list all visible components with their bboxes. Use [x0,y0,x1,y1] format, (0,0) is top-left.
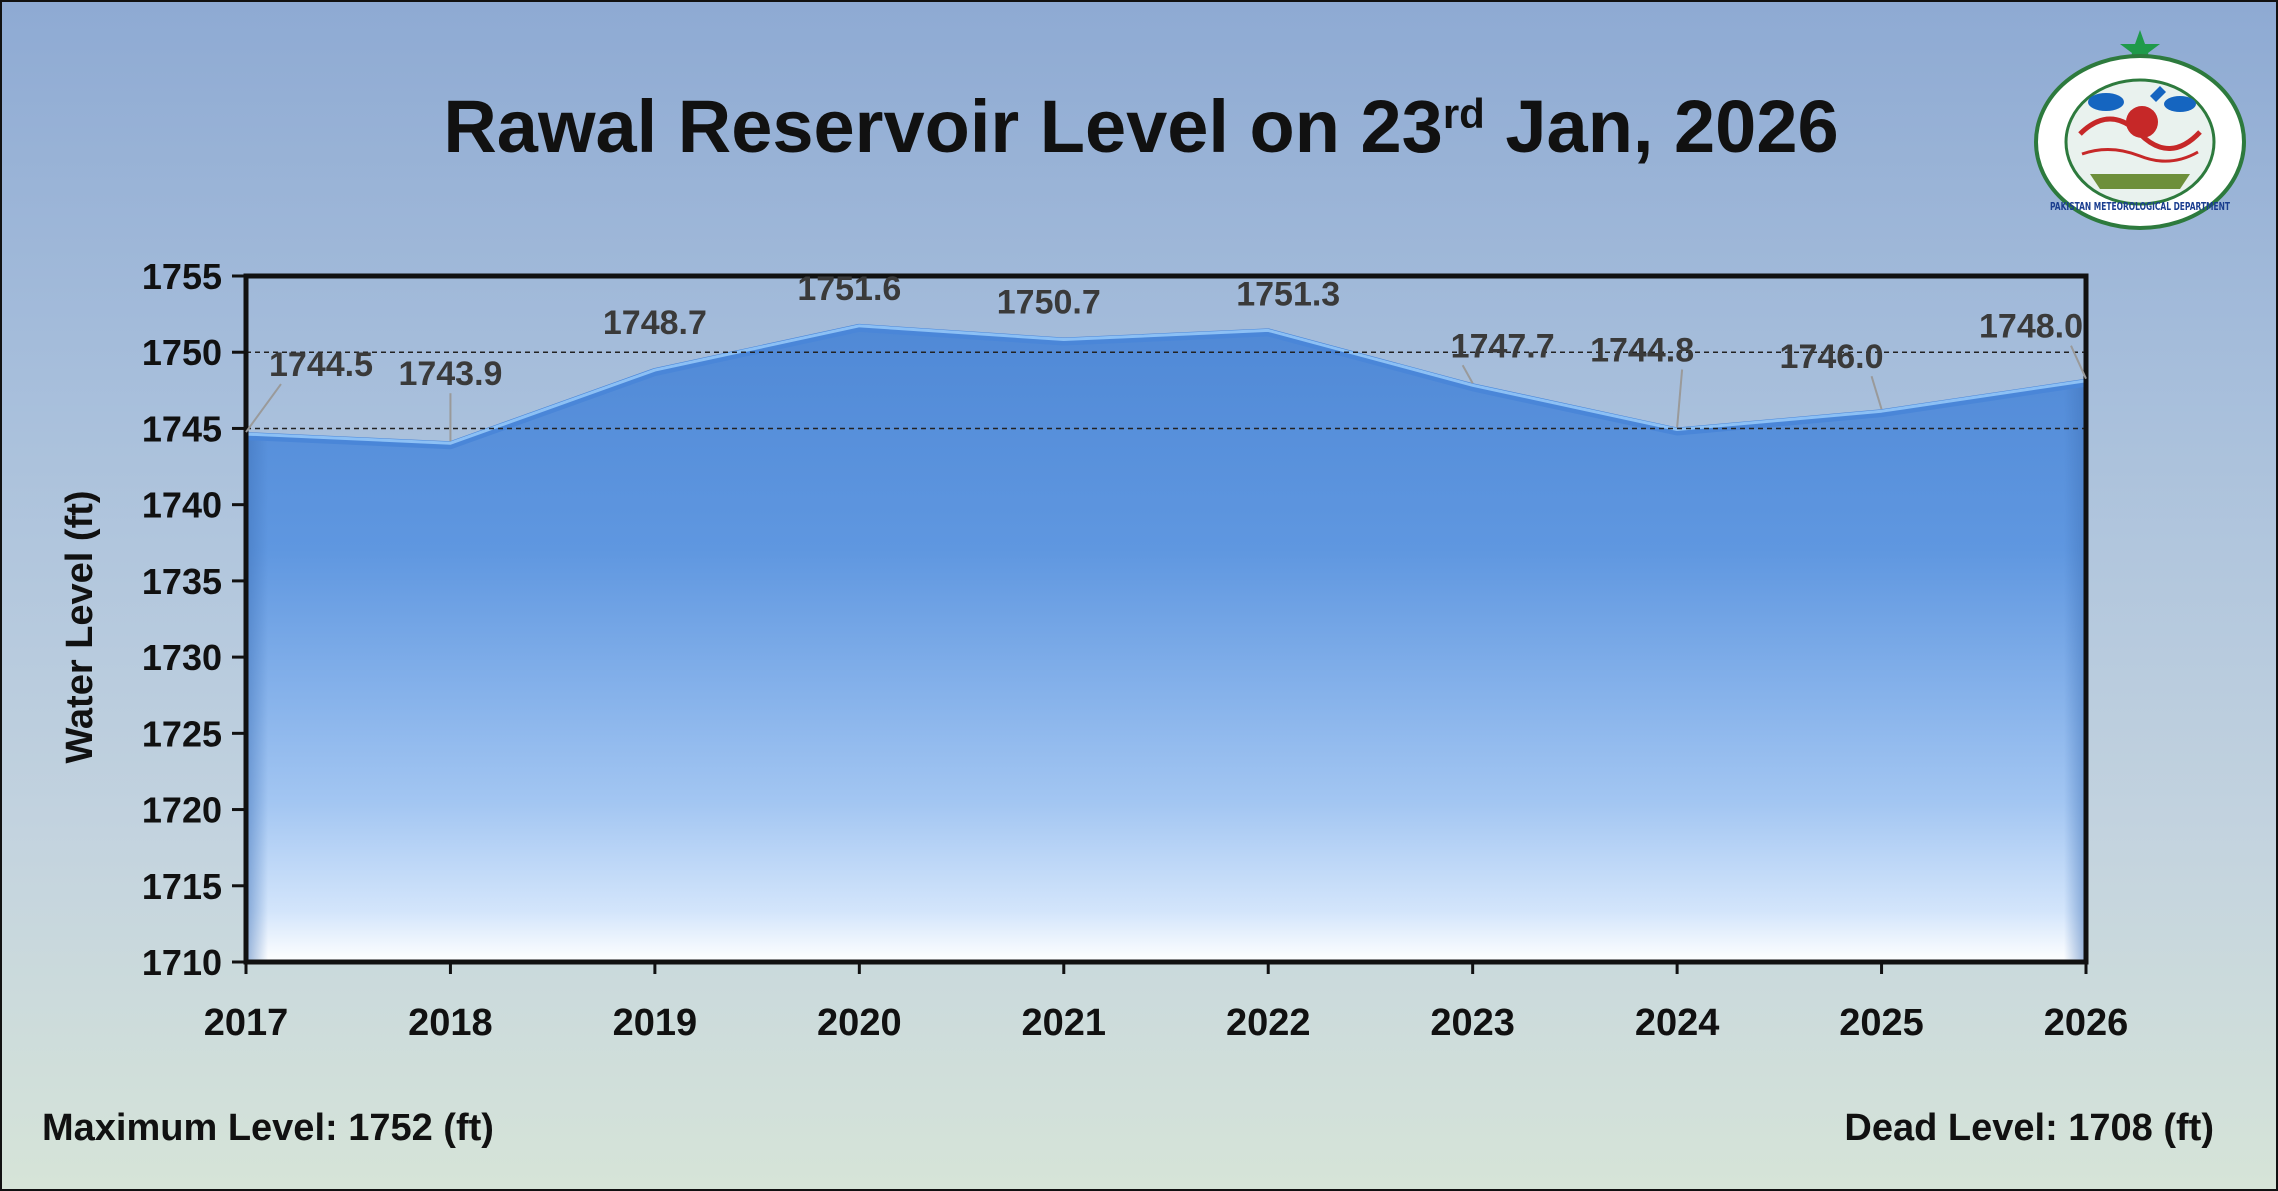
y-tick-label: 1735 [142,561,222,602]
data-label-leader [245,383,282,433]
y-tick-label: 1710 [142,942,222,983]
x-tick-label: 2026 [2044,1002,2129,1044]
x-tick-label: 2022 [1226,1002,1311,1044]
data-label-leader [1870,375,1883,410]
data-label-leader [2070,345,2087,380]
area-edge-left [246,436,268,963]
x-tick-label: 2025 [1839,1002,1924,1044]
x-tick-label: 2019 [613,1002,698,1044]
title-tail: Jan, 2026 [1484,85,1839,168]
x-tick-label: 2018 [408,1002,493,1044]
y-tick-label: 1740 [142,485,222,526]
y-tick-label: 1755 [142,256,222,297]
area-fill [246,327,2086,962]
y-tick-label: 1750 [142,332,222,373]
x-tick-label: 2023 [1430,1002,1515,1044]
series-line [245,324,2087,445]
pmd-logo: PAKISTAN METEOROLOGICAL DEPARTMENT [2034,30,2246,230]
logo-caption: PAKISTAN METEOROLOGICAL DEPARTMENT [2050,200,2230,213]
y-tick-label: 1725 [142,713,222,754]
title-superscript: rd [1442,90,1485,137]
y-tick-label: 1715 [142,866,222,907]
y-axis-title: Water Level (ft) [59,490,101,763]
data-label: 1751.6 [797,270,901,308]
data-label: 1744.8 [1590,331,1694,369]
data-label: 1746.0 [1780,338,1884,376]
plot-frame [243,273,2089,965]
data-label: 1748.0 [1979,308,2083,346]
chart-title: Rawal Reservoir Level on 23rd Jan, 2026 [2,84,2276,169]
data-label-leader [1676,369,1684,428]
title-main: Rawal Reservoir Level on 23 [443,85,1443,168]
y-tick-label: 1730 [142,637,222,678]
data-label-leader [1461,364,1474,384]
x-tick-label: 2021 [1022,1002,1107,1044]
data-label: 1750.7 [997,284,1101,322]
x-tick-label: 2024 [1635,1002,1720,1044]
maximum-level-note: Maximum Level: 1752 (ft) [42,1107,494,1149]
dead-level-note: Dead Level: 1708 (ft) [1844,1107,2214,1149]
y-tick-label: 1720 [142,790,222,831]
data-label: 1748.7 [603,304,707,342]
data-label: 1743.9 [398,355,502,393]
data-label: 1751.3 [1236,275,1340,313]
x-tick-label: 2020 [817,1002,902,1044]
data-label: 1747.7 [1451,327,1555,365]
x-tick-label: 2017 [204,1002,289,1044]
data-label: 1744.5 [269,346,373,384]
area-top-edge [245,323,2087,450]
area-edge-right [2064,382,2086,962]
y-tick-label: 1745 [142,408,222,449]
